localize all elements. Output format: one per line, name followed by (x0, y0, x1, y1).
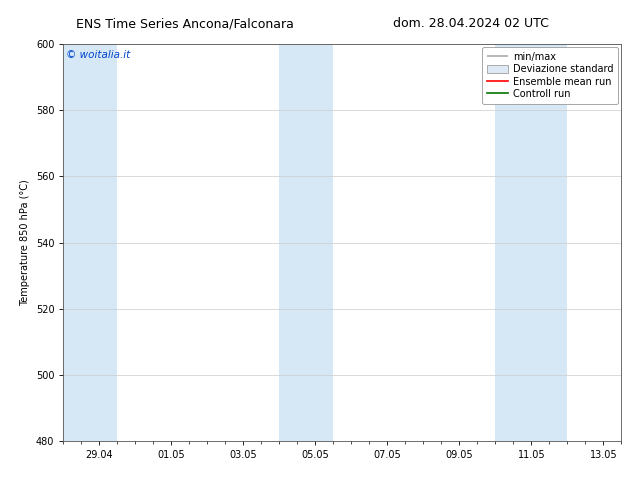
Bar (63, 44, 117, 441)
Bar (495, 44, 567, 441)
Text: dom. 28.04.2024 02 UTC: dom. 28.04.2024 02 UTC (393, 17, 549, 30)
Text: ENS Time Series Ancona/Falconara: ENS Time Series Ancona/Falconara (76, 17, 294, 30)
Bar (280, 44, 333, 441)
Legend: min/max, Deviazione standard, Ensemble mean run, Controll run: min/max, Deviazione standard, Ensemble m… (482, 47, 618, 104)
Y-axis label: Temperature 850 hPa (°C): Temperature 850 hPa (°C) (20, 179, 30, 306)
Text: © woitalia.it: © woitalia.it (66, 50, 131, 60)
